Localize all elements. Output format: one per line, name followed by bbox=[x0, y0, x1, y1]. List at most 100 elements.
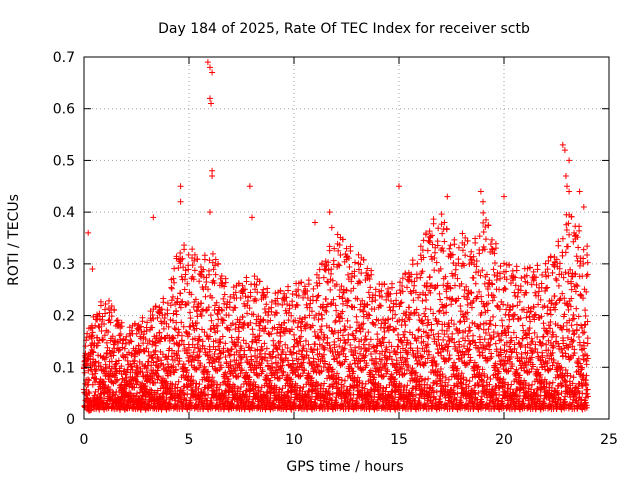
data-point bbox=[417, 274, 424, 281]
data-point bbox=[208, 326, 215, 333]
data-point bbox=[497, 361, 504, 368]
data-point bbox=[201, 329, 208, 336]
data-point bbox=[180, 264, 187, 271]
data-point bbox=[322, 295, 329, 302]
data-point bbox=[202, 293, 209, 300]
data-point bbox=[220, 317, 227, 324]
data-point bbox=[332, 317, 339, 324]
data-point bbox=[200, 266, 207, 273]
data-point bbox=[122, 340, 129, 347]
data-point bbox=[175, 326, 182, 333]
data-point bbox=[529, 381, 536, 388]
data-point bbox=[105, 297, 112, 304]
data-point bbox=[314, 293, 321, 300]
data-point bbox=[137, 323, 144, 330]
data-point bbox=[205, 286, 212, 293]
data-point bbox=[121, 345, 128, 352]
data-point bbox=[189, 246, 196, 253]
data-point bbox=[451, 359, 458, 366]
data-point bbox=[160, 361, 167, 368]
data-point bbox=[496, 337, 503, 344]
data-point bbox=[449, 330, 456, 337]
data-point bbox=[409, 365, 416, 372]
data-point bbox=[171, 265, 178, 272]
data-point bbox=[194, 319, 201, 326]
data-point bbox=[164, 310, 171, 317]
data-point bbox=[125, 349, 132, 356]
data-point bbox=[344, 302, 351, 309]
data-point bbox=[195, 337, 202, 344]
data-point bbox=[144, 378, 151, 385]
data-point bbox=[144, 372, 151, 379]
data-point bbox=[185, 266, 192, 273]
data-point bbox=[173, 311, 180, 318]
data-point bbox=[366, 312, 373, 319]
data-point bbox=[212, 346, 219, 353]
data-point bbox=[424, 247, 431, 254]
data-point bbox=[154, 314, 161, 321]
data-point bbox=[196, 353, 203, 360]
data-point bbox=[454, 390, 461, 397]
data-point bbox=[262, 325, 269, 332]
data-point bbox=[141, 328, 148, 335]
data-point bbox=[135, 379, 142, 386]
data-point bbox=[92, 379, 99, 386]
data-point bbox=[178, 319, 185, 326]
data-point bbox=[194, 341, 201, 348]
data-point bbox=[175, 264, 182, 271]
data-point bbox=[365, 329, 372, 336]
data-point bbox=[221, 291, 228, 298]
data-point bbox=[139, 318, 146, 325]
data-point bbox=[188, 291, 195, 298]
data-point bbox=[145, 358, 152, 365]
data-point bbox=[86, 390, 93, 397]
data-point bbox=[201, 363, 208, 370]
data-point bbox=[103, 339, 110, 346]
data-point bbox=[518, 275, 525, 282]
chart-title: Day 184 of 2025, Rate Of TEC Index for r… bbox=[158, 21, 530, 37]
data-point bbox=[215, 343, 222, 350]
data-point bbox=[341, 377, 348, 384]
data-point bbox=[222, 340, 229, 347]
data-point bbox=[189, 356, 196, 363]
data-point bbox=[436, 307, 443, 314]
data-point bbox=[115, 357, 122, 364]
data-point bbox=[354, 374, 361, 381]
data-point bbox=[545, 322, 552, 329]
data-point bbox=[196, 364, 203, 371]
data-point bbox=[251, 273, 258, 280]
data-point bbox=[489, 236, 496, 243]
data-point bbox=[229, 320, 236, 327]
data-point bbox=[107, 387, 114, 394]
data-point bbox=[362, 380, 369, 387]
data-point bbox=[189, 353, 196, 360]
data-point bbox=[211, 280, 218, 287]
data-point bbox=[181, 286, 188, 293]
data-point bbox=[206, 348, 213, 355]
data-point bbox=[106, 372, 113, 379]
data-point bbox=[210, 266, 217, 273]
data-point bbox=[172, 397, 179, 404]
data-point bbox=[321, 380, 328, 387]
data-point bbox=[230, 284, 237, 291]
data-point bbox=[351, 259, 358, 266]
data-point bbox=[173, 307, 180, 314]
data-point bbox=[196, 278, 203, 285]
data-point bbox=[401, 328, 408, 335]
data-point bbox=[470, 274, 477, 281]
data-point bbox=[109, 400, 116, 407]
data-point bbox=[120, 368, 127, 375]
data-point bbox=[327, 286, 334, 293]
data-point bbox=[438, 211, 445, 218]
data-point bbox=[105, 328, 112, 335]
data-point bbox=[426, 273, 433, 280]
data-point bbox=[158, 334, 165, 341]
data-point bbox=[540, 320, 547, 327]
data-point bbox=[270, 337, 277, 344]
data-point bbox=[149, 324, 156, 331]
data-point bbox=[211, 350, 218, 357]
data-point bbox=[355, 251, 362, 258]
data-point bbox=[143, 365, 150, 372]
data-point bbox=[341, 327, 348, 334]
data-point bbox=[131, 350, 138, 357]
